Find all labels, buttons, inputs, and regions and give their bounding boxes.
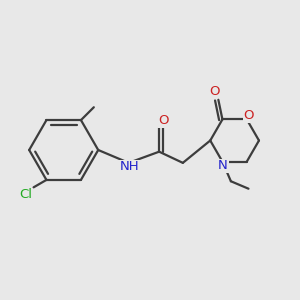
Text: O: O [243, 109, 254, 122]
Text: Cl: Cl [20, 188, 33, 201]
Text: O: O [209, 85, 220, 98]
Text: N: N [218, 159, 228, 172]
Text: O: O [159, 114, 169, 127]
Text: NH: NH [119, 160, 139, 173]
